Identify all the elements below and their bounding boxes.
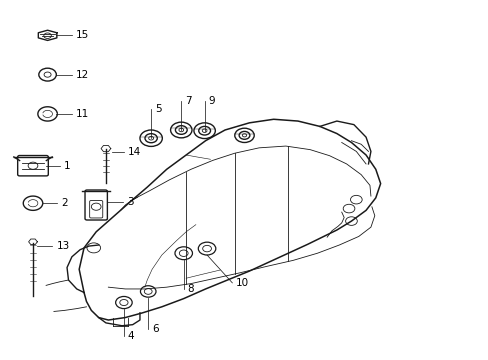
Text: 2: 2 xyxy=(61,198,68,208)
Text: 9: 9 xyxy=(208,96,215,106)
Text: 8: 8 xyxy=(187,284,194,294)
Text: 11: 11 xyxy=(76,109,89,119)
Text: 15: 15 xyxy=(76,30,89,40)
Text: 1: 1 xyxy=(63,161,70,171)
Text: 6: 6 xyxy=(152,324,159,334)
Text: 10: 10 xyxy=(236,278,249,288)
Text: 12: 12 xyxy=(76,69,89,80)
Text: 3: 3 xyxy=(126,197,133,207)
Text: 5: 5 xyxy=(155,104,162,113)
Text: 14: 14 xyxy=(127,147,141,157)
Text: 4: 4 xyxy=(127,332,134,342)
Text: 7: 7 xyxy=(185,96,191,106)
Text: 13: 13 xyxy=(56,241,69,251)
